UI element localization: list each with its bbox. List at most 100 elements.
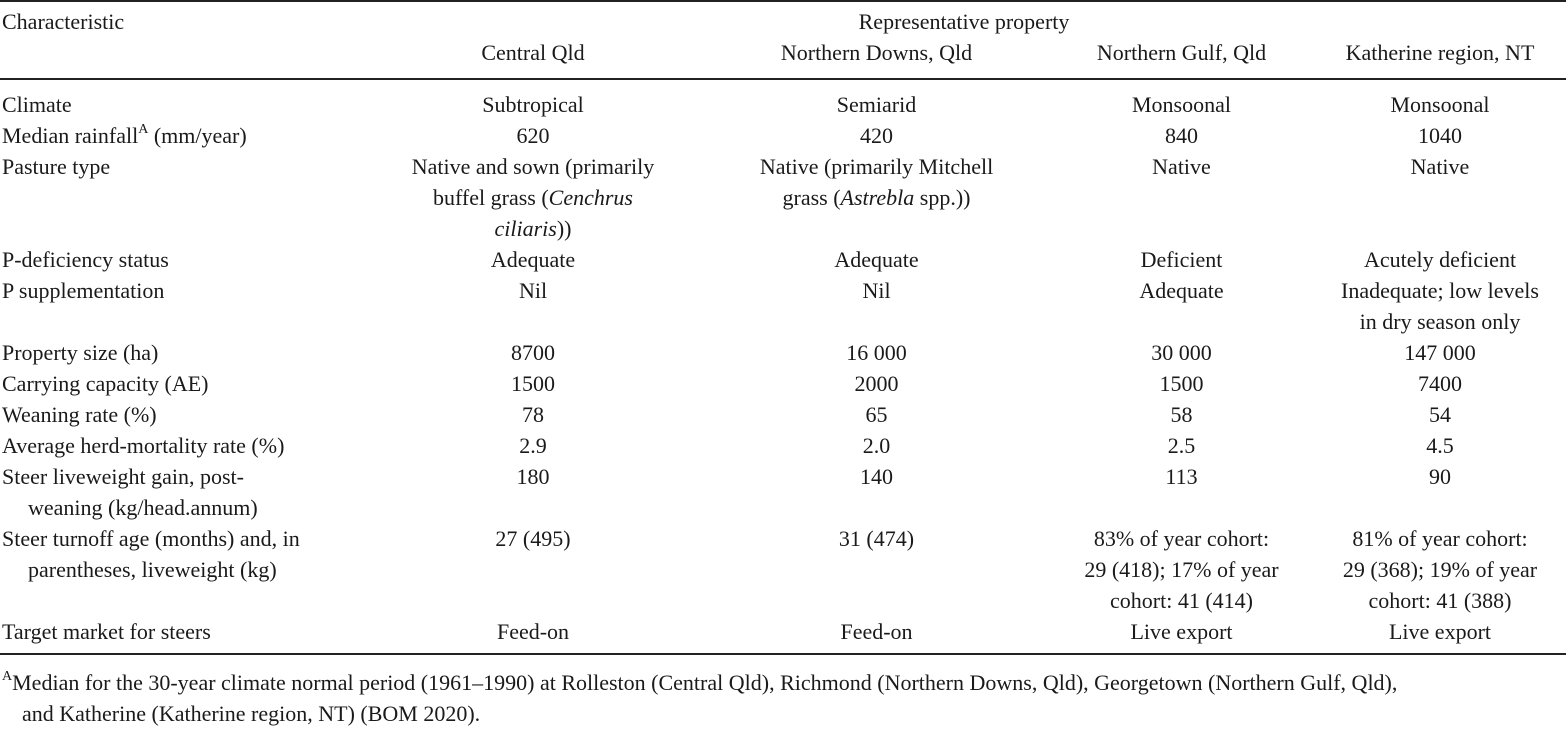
header-col-northern-downs: Northern Downs, Qld bbox=[780, 40, 973, 65]
cell: 180 bbox=[516, 464, 550, 489]
cell: Live export bbox=[1388, 619, 1492, 644]
row-label: Weaning rate (%) bbox=[2, 402, 157, 427]
species-name: Cenchrus bbox=[548, 185, 633, 210]
row-label: Steer turnoff age (months) and, in paren… bbox=[0, 523, 362, 616]
row-label: Steer liveweight gain, post- weaning (kg… bbox=[0, 461, 362, 523]
cell: 420 bbox=[860, 123, 893, 148]
cell: 58 bbox=[1170, 402, 1193, 427]
table-row: P supplementation Nil Nil Adequate Inade… bbox=[0, 275, 1566, 337]
cell-line: 81% of year cohort: bbox=[1352, 526, 1528, 551]
cell-line: in dry season only bbox=[1359, 309, 1521, 334]
cell: 8700 bbox=[511, 340, 555, 365]
cell: Subtropical bbox=[482, 92, 584, 117]
header-blank bbox=[0, 37, 362, 79]
cell: Inadequate; low levels in dry season onl… bbox=[1314, 275, 1566, 337]
cell: 54 bbox=[1429, 402, 1451, 427]
row-label-line: parentheses, liveweight (kg) bbox=[28, 557, 277, 582]
cell: Feed-on bbox=[496, 619, 570, 644]
footnote-text: Median for the 30-year climate normal pe… bbox=[12, 670, 1398, 695]
cell: 65 bbox=[865, 402, 888, 427]
cell-line: 29 (418); 17% of year bbox=[1084, 557, 1279, 582]
species-name: ciliaris bbox=[494, 216, 557, 241]
cell: Adequate bbox=[490, 247, 576, 272]
footnote-marker: A bbox=[138, 121, 149, 137]
cell-line: cohort: 41 (388) bbox=[1368, 588, 1512, 613]
table-row: Steer turnoff age (months) and, in paren… bbox=[0, 523, 1566, 616]
cell: Adequate bbox=[834, 247, 919, 272]
cell: 7400 bbox=[1418, 371, 1462, 396]
row-label: P supplementation bbox=[2, 278, 165, 303]
row-label-line: Steer turnoff age (months) and, in bbox=[2, 526, 300, 551]
header-col-central-qld: Central Qld bbox=[481, 40, 585, 65]
cell: Nil bbox=[518, 278, 548, 303]
cell: Live export bbox=[1130, 619, 1233, 644]
table-footnote: AMedian for the 30-year climate normal p… bbox=[2, 667, 1562, 729]
cell: 140 bbox=[860, 464, 893, 489]
cell: 1500 bbox=[511, 371, 555, 396]
row-label: Pasture type bbox=[2, 154, 111, 179]
cell: Native bbox=[1152, 154, 1211, 179]
cell: 16 000 bbox=[846, 340, 907, 365]
table-row: Weaning rate (%) 78 65 58 54 bbox=[0, 399, 1566, 430]
row-label: Climate bbox=[2, 92, 72, 117]
row-label: Carrying capacity (AE) bbox=[2, 371, 209, 396]
cell: 840 bbox=[1165, 123, 1198, 148]
cell: 83% of year cohort: 29 (418); 17% of yea… bbox=[1049, 523, 1314, 616]
footnote-line: AMedian for the 30-year climate normal p… bbox=[2, 668, 1398, 695]
cell-text: spp.)) bbox=[914, 185, 971, 210]
cell-text: grass ( bbox=[782, 185, 841, 210]
footnote-line: and Katherine (Katherine region, NT) (BO… bbox=[22, 701, 481, 726]
table-row: Climate Subtropical Semiarid Monsoonal M… bbox=[0, 79, 1566, 120]
table-row: Property size (ha) 8700 16 000 30 000 14… bbox=[0, 337, 1566, 368]
cell: 147 000 bbox=[1404, 340, 1476, 365]
cell: 2.0 bbox=[862, 433, 891, 458]
table-row: Median rainfallA (mm/year) 620 420 840 1… bbox=[0, 120, 1566, 151]
cell: 620 bbox=[516, 123, 550, 148]
cell: Semiarid bbox=[836, 92, 917, 117]
cell: Adequate bbox=[1139, 278, 1224, 303]
header-characteristic: Characteristic bbox=[2, 9, 125, 34]
cell: 2000 bbox=[854, 371, 899, 396]
header-col-northern-gulf: Northern Gulf, Qld bbox=[1096, 40, 1267, 65]
cell-line: 29 (368); 19% of year bbox=[1342, 557, 1538, 582]
header-col-katherine: Katherine region, NT bbox=[1345, 40, 1535, 65]
table-row: Carrying capacity (AE) 1500 2000 1500 74… bbox=[0, 368, 1566, 399]
table-row: Pasture type Native and sown (primarily … bbox=[0, 151, 1566, 244]
cell-line: grass (Astrebla spp.)) bbox=[704, 182, 1049, 213]
table-row: Average herd-mortality rate (%) 2.9 2.0 … bbox=[0, 430, 1566, 461]
cell: 2.5 bbox=[1167, 433, 1196, 458]
property-characteristics-table: Characteristic Representative property C… bbox=[0, 1, 1566, 654]
row-label: Median rainfallA (mm/year) bbox=[0, 120, 362, 151]
row-label: Average herd-mortality rate (%) bbox=[2, 433, 285, 458]
cell-line: Inadequate; low levels bbox=[1341, 278, 1539, 303]
cell: 30 000 bbox=[1151, 340, 1212, 365]
row-label-line: Steer liveweight gain, post- bbox=[2, 464, 244, 489]
cell: Acutely deficient bbox=[1363, 247, 1517, 272]
cell: Native bbox=[1410, 154, 1470, 179]
header-representative-property: Representative property bbox=[858, 9, 1070, 34]
cell: Monsoonal bbox=[1132, 92, 1231, 117]
table-row: Target market for steers Feed-on Feed-on… bbox=[0, 616, 1566, 654]
cell: Native (primarily Mitchell grass (Astreb… bbox=[704, 151, 1049, 244]
cell-line: 83% of year cohort: bbox=[1093, 526, 1270, 551]
cell-line: ciliaris)) bbox=[362, 213, 704, 244]
cell: Feed-on bbox=[840, 619, 913, 644]
cell: Monsoonal bbox=[1390, 92, 1490, 117]
cell-line: Native and sown (primarily bbox=[411, 154, 655, 179]
row-label: P-deficiency status bbox=[2, 247, 169, 272]
row-label-unit: (mm/year) bbox=[148, 123, 247, 148]
cell-line: Native (primarily Mitchell bbox=[759, 154, 994, 179]
footnote-marker: A bbox=[2, 668, 13, 684]
cell: 4.5 bbox=[1426, 433, 1454, 458]
cell: 90 bbox=[1429, 464, 1451, 489]
row-label-text: Median rainfall bbox=[2, 123, 139, 148]
cell-text: )) bbox=[556, 216, 572, 241]
cell: Nil bbox=[862, 278, 891, 303]
cell: 31 (474) bbox=[838, 526, 915, 551]
row-label-line: weaning (kg/head.annum) bbox=[28, 495, 258, 520]
cell: Deficient bbox=[1140, 247, 1223, 272]
table-row: Steer liveweight gain, post- weaning (kg… bbox=[0, 461, 1566, 523]
cell-line: buffel grass (Cenchrus bbox=[362, 182, 704, 213]
cell: Native and sown (primarily buffel grass … bbox=[362, 151, 704, 244]
cell: 2.9 bbox=[519, 433, 547, 458]
